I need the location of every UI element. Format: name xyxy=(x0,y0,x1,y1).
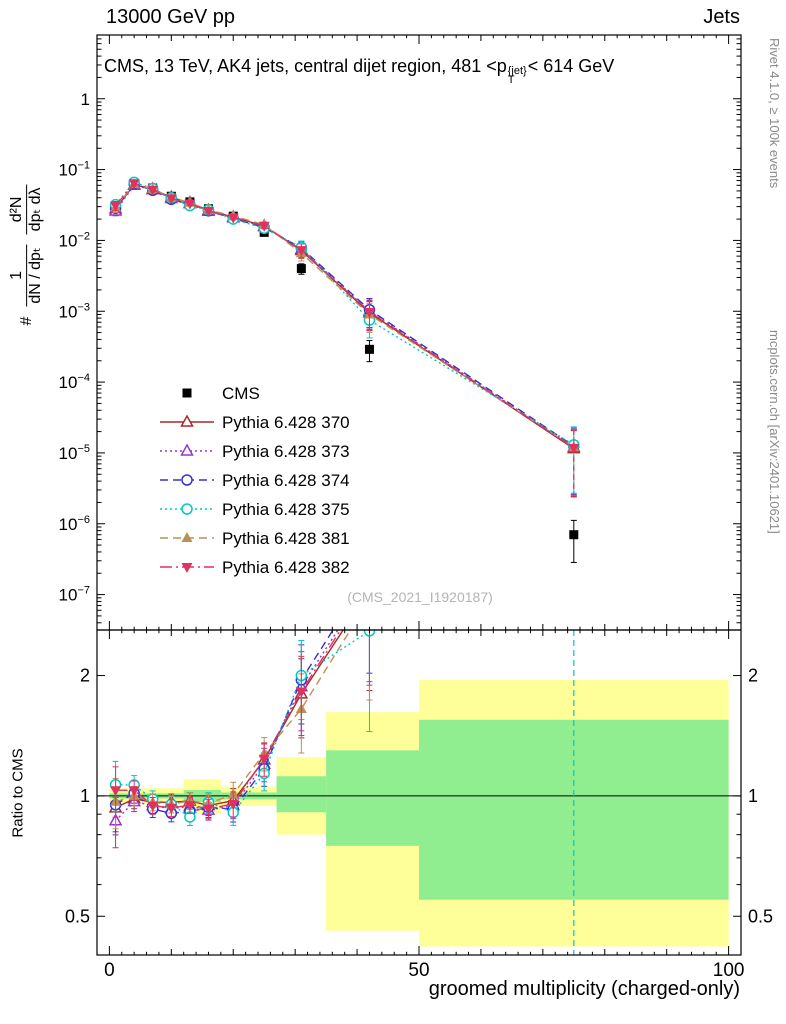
legend-label: CMS xyxy=(222,384,260,403)
ratio-y-tick-label-left: 2 xyxy=(80,666,90,686)
plot-title-sup: {jet} xyxy=(507,65,527,77)
header-beam-energy: 13000 GeV pp xyxy=(106,6,235,28)
legend-label: Pythia 6.428 370 xyxy=(222,413,350,432)
main-y-tick-label: 10−4 xyxy=(59,372,90,392)
ratio-uncertainty-bands xyxy=(109,679,729,947)
main-y-tick-label: 10−3 xyxy=(59,301,90,321)
plot-title-suffix: < 614 GeV xyxy=(527,56,615,76)
ylabel-fraction-2: d²N dpₜ dλ xyxy=(8,184,46,235)
legend-label: Pythia 6.428 381 xyxy=(222,529,350,548)
ratio-y-tick-label-right: 1 xyxy=(748,786,758,806)
plot-title-sub: T xyxy=(507,74,515,86)
analysis-id-watermark: (CMS_2021_I1920187) xyxy=(347,589,493,605)
main-series-pythia-6-428-382 xyxy=(110,179,580,497)
main-y-tick-label: 1 xyxy=(81,90,90,109)
legend-label: Pythia 6.428 374 xyxy=(222,471,350,490)
main-y-tick-label: 10−2 xyxy=(59,230,90,250)
legend-entry-pythia-6-428-381: Pythia 6.428 381 xyxy=(160,529,350,548)
plot-title-prefix: CMS, 13 TeV, AK4 jets, central dijet reg… xyxy=(104,56,507,76)
header-analysis-group: Jets xyxy=(703,6,740,28)
legend: CMS Pythia 6.428 370 Pythia 6.428 373 Pythi… xyxy=(160,384,350,577)
rivet-version-label: Rivet 4.1.0, ≥ 100k events xyxy=(767,38,782,189)
legend-entry-cms: CMS xyxy=(182,384,260,403)
x-tick-label: 0 xyxy=(104,960,115,981)
legend-label: Pythia 6.428 375 xyxy=(222,500,350,519)
legend-entry-pythia-6-428-375: Pythia 6.428 375 xyxy=(160,500,350,519)
x-tick-label: 50 xyxy=(408,960,429,981)
legend-entry-pythia-6-428-374: Pythia 6.428 374 xyxy=(160,471,350,490)
ratio-y-tick-label-right: 2 xyxy=(748,666,758,686)
ratio-series-pythia-6-428-382 xyxy=(110,630,373,820)
ratio-y-tick-label-left: 1 xyxy=(80,786,90,806)
ylabel-hash: # xyxy=(18,316,35,326)
main-y-tick-label: 10−5 xyxy=(59,443,90,463)
main-y-axis-label: # 1 dN / dpₜ d²N dpₜ dλ xyxy=(8,184,46,326)
axes: 1 10−1 10−2 10−3 10−4 10−5 10−6 10−7 0.5 0.5 1 1 2 2 0… xyxy=(59,34,773,981)
main-y-tick-label: 10−6 xyxy=(59,514,90,534)
legend-label: Pythia 6.428 373 xyxy=(222,442,350,461)
main-y-tick-label: 10−1 xyxy=(59,160,90,180)
plot-title: CMS, 13 TeV, AK4 jets, central dijet reg… xyxy=(104,56,615,86)
pt-jet-supsub: {jet} T xyxy=(507,65,527,86)
ratio-y-tick-label-right: 0.5 xyxy=(748,906,773,926)
legend-entry-pythia-6-428-382: Pythia 6.428 382 xyxy=(160,558,350,577)
ylabel-fraction-1: 1 dN / dpₜ xyxy=(8,244,46,307)
ratio-y-axis-label: Ratio to CMS xyxy=(9,748,27,838)
ratio-y-tick-label-left: 0.5 xyxy=(65,906,90,926)
legend-label: Pythia 6.428 382 xyxy=(222,558,350,577)
mcplots-reference-label: mcplots.cern.ch [arXiv:2401.10621] xyxy=(767,330,782,534)
main-y-tick-label: 10−7 xyxy=(59,585,90,605)
legend-entry-pythia-6-428-373: Pythia 6.428 373 xyxy=(160,442,350,461)
x-axis-title: groomed multiplicity (charged-only) xyxy=(428,978,740,1000)
legend-entry-pythia-6-428-370: Pythia 6.428 370 xyxy=(160,413,350,432)
x-tick-label: 100 xyxy=(713,960,745,981)
